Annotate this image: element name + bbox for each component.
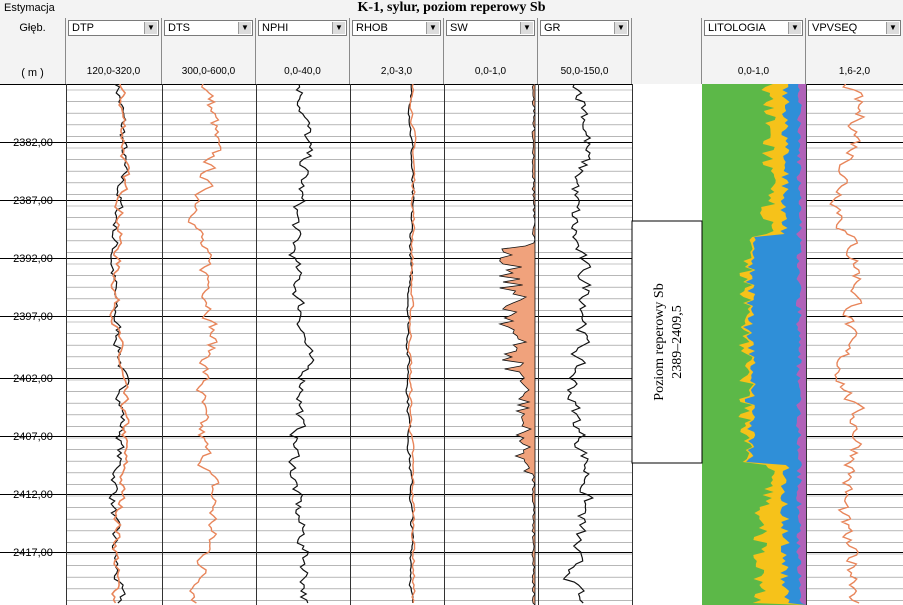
chevron-down-icon[interactable]: ▼: [238, 22, 251, 34]
track-header-dts: DTS ▼ 300,0-600,0: [162, 18, 256, 84]
estymacja-label: Estymacja: [4, 2, 55, 14]
depth-column-header: Głęb. ( m ): [0, 18, 66, 84]
title-bar: Estymacja K-1, sylur, poziom reperowy Sb: [0, 0, 903, 19]
track-name-rhob: RHOB: [356, 22, 388, 34]
depth-tick-label: 2392,00: [13, 253, 53, 265]
depth-grid: [0, 84, 903, 605]
gr-curve: [562, 84, 595, 604]
track-name-sw: SW: [450, 22, 468, 34]
track-header-dtp: DTP ▼ 120,0-320,0: [66, 18, 162, 84]
log-curves: [108, 84, 866, 605]
depth-tick-labels: 2382,00 2387,00 2392,00 2397,00 2402,00 …: [13, 137, 53, 559]
track-range-rhob: 2,0-3,0: [380, 66, 413, 77]
depth-tick-label: 2412,00: [13, 489, 53, 501]
depth-tick-label: 2417,00: [13, 547, 53, 559]
sw-fill-area: [498, 84, 536, 605]
track-range-sw: 0,0-1,0: [474, 66, 507, 77]
nphi-curve: [288, 84, 315, 604]
lith-purple-fill: [796, 84, 806, 605]
track-range-dts: 300,0-600,0: [181, 66, 236, 77]
track-header-rhob: RHOB ▼ 2,0-3,0: [350, 18, 444, 84]
track-select-dtp[interactable]: DTP ▼: [68, 20, 159, 36]
lith-blue-fill: [743, 84, 806, 605]
vpvseq-curve: [829, 84, 866, 604]
track-header-vpvseq: VPVSEQ ▼ 1,6-2,0: [806, 18, 903, 84]
zone-rectangle: [631, 220, 703, 464]
track-header-gr: GR ▼ 50,0-150,0: [538, 18, 632, 84]
depth-column-label: Głęb.: [19, 22, 46, 34]
chevron-down-icon[interactable]: ▼: [788, 22, 801, 34]
track-header-zone: [632, 18, 702, 84]
track-name-gr: GR: [544, 22, 561, 34]
track-select-gr[interactable]: GR ▼: [540, 20, 629, 36]
depth-tick-label: 2402,00: [13, 373, 53, 385]
track-name-dts: DTS: [168, 22, 190, 34]
track-header-nphi: NPHI ▼ 0,0-40,0: [256, 18, 350, 84]
dtp-curve-orange: [109, 84, 131, 604]
chevron-down-icon[interactable]: ▼: [426, 22, 439, 34]
track-select-vpvseq[interactable]: VPVSEQ ▼: [808, 20, 901, 36]
lithology-track: [702, 84, 806, 605]
zone-name-label: Poziom reperowy Sb: [652, 283, 667, 400]
track-range-gr: 50,0-150,0: [560, 66, 609, 77]
track-select-sw[interactable]: SW ▼: [446, 20, 535, 36]
log-tracks-area: 2382,00 2387,00 2392,00 2397,00 2402,00 …: [0, 84, 903, 605]
plot-title: K-1, sylur, poziom reperowy Sb: [357, 0, 546, 15]
zone-interval-label: 2389–2409,5: [670, 305, 685, 379]
track-name-dtp: DTP: [72, 22, 94, 34]
track-header-litologia: LITOLOGIA ▼ 0,0-1,0: [702, 18, 806, 84]
track-range-nphi: 0,0-40,0: [284, 66, 321, 77]
track-name-vpvseq: VPVSEQ: [812, 22, 858, 34]
chevron-down-icon[interactable]: ▼: [886, 22, 899, 34]
track-select-dts[interactable]: DTS ▼: [164, 20, 253, 36]
track-range-litologia: 0,0-1,0: [737, 66, 770, 77]
track-select-rhob[interactable]: RHOB ▼: [352, 20, 441, 36]
dts-curve: [187, 84, 222, 604]
track-range-dtp: 120,0-320,0: [86, 66, 141, 77]
rhob-curve-orange: [407, 84, 417, 604]
chevron-down-icon[interactable]: ▼: [520, 22, 533, 34]
depth-tick-label: 2407,00: [13, 431, 53, 443]
track-name-nphi: NPHI: [262, 22, 289, 34]
track-header-row: Głęb. ( m ) DTP ▼ 120,0-320,0 DTS ▼ 300,…: [0, 18, 903, 84]
depth-tick-label: 2382,00: [13, 137, 53, 149]
track-select-nphi[interactable]: NPHI ▼: [258, 20, 347, 36]
rhob-curve-black: [405, 84, 415, 603]
track-select-litologia[interactable]: LITOLOGIA ▼: [704, 20, 803, 36]
zone-box: Poziom reperowy Sb 2389–2409,5: [631, 220, 703, 464]
chevron-down-icon[interactable]: ▼: [614, 22, 627, 34]
track-name-litologia: LITOLOGIA: [708, 22, 766, 34]
track-range-vpvseq: 1,6-2,0: [838, 66, 871, 77]
chevron-down-icon[interactable]: ▼: [332, 22, 345, 34]
depth-unit-label: ( m ): [21, 67, 44, 79]
depth-tick-label: 2397,00: [13, 311, 53, 323]
chevron-down-icon[interactable]: ▼: [144, 22, 157, 34]
depth-tick-label: 2387,00: [13, 195, 53, 207]
track-header-sw: SW ▼ 0,0-1,0: [444, 18, 538, 84]
